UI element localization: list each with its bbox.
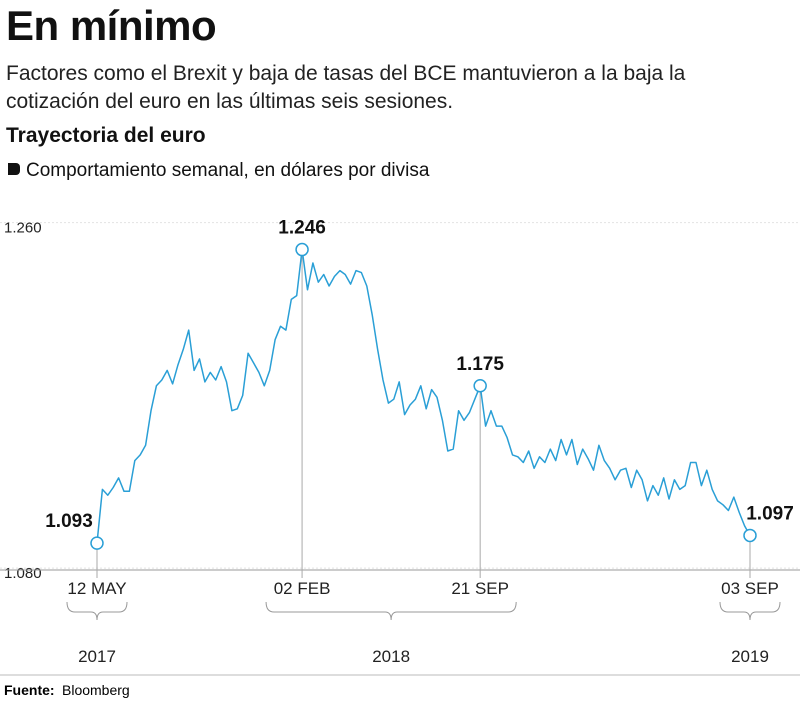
point-marker: [90, 536, 104, 550]
point-marker: [295, 242, 309, 257]
chart-subtitle: Comportamiento semanal, en dólares por d…: [26, 160, 430, 181]
year-bracket: [66, 601, 128, 621]
source: Bloomberg: [62, 682, 130, 698]
chart-subtitle-row: Comportamiento semanal, en dólares por d…: [8, 160, 429, 182]
year-label: 2019: [731, 647, 769, 666]
year-label: 2018: [372, 647, 410, 666]
point-marker: [473, 379, 487, 393]
value-label: 1.093: [45, 511, 93, 532]
x-tick-label: 02 FEB: [274, 579, 331, 598]
value-label: 1.097: [746, 503, 794, 524]
x-tick-label: 03 SEP: [721, 579, 779, 598]
year-label: 2017: [78, 647, 116, 666]
bullet-icon: [8, 163, 20, 175]
source-label: Fuente:: [4, 682, 55, 698]
page-subtitle: Factores como el Brexit y baja de tasas …: [6, 62, 686, 113]
value-label: 1.246: [278, 218, 326, 239]
y-tick-label: 1.260: [4, 220, 42, 237]
y-tick-label: 1.080: [4, 565, 42, 582]
point-marker: [743, 528, 757, 543]
value-label: 1.175: [456, 354, 504, 375]
year-bracket: [719, 601, 781, 621]
line: [96, 248, 751, 544]
year-bracket: [265, 601, 517, 621]
x-tick-label: 12 MAY: [67, 579, 126, 598]
page-title: En mínimo: [6, 2, 217, 49]
x-tick-label: 21 SEP: [451, 579, 509, 598]
chart-title: Trayectoria del euro: [6, 124, 206, 147]
